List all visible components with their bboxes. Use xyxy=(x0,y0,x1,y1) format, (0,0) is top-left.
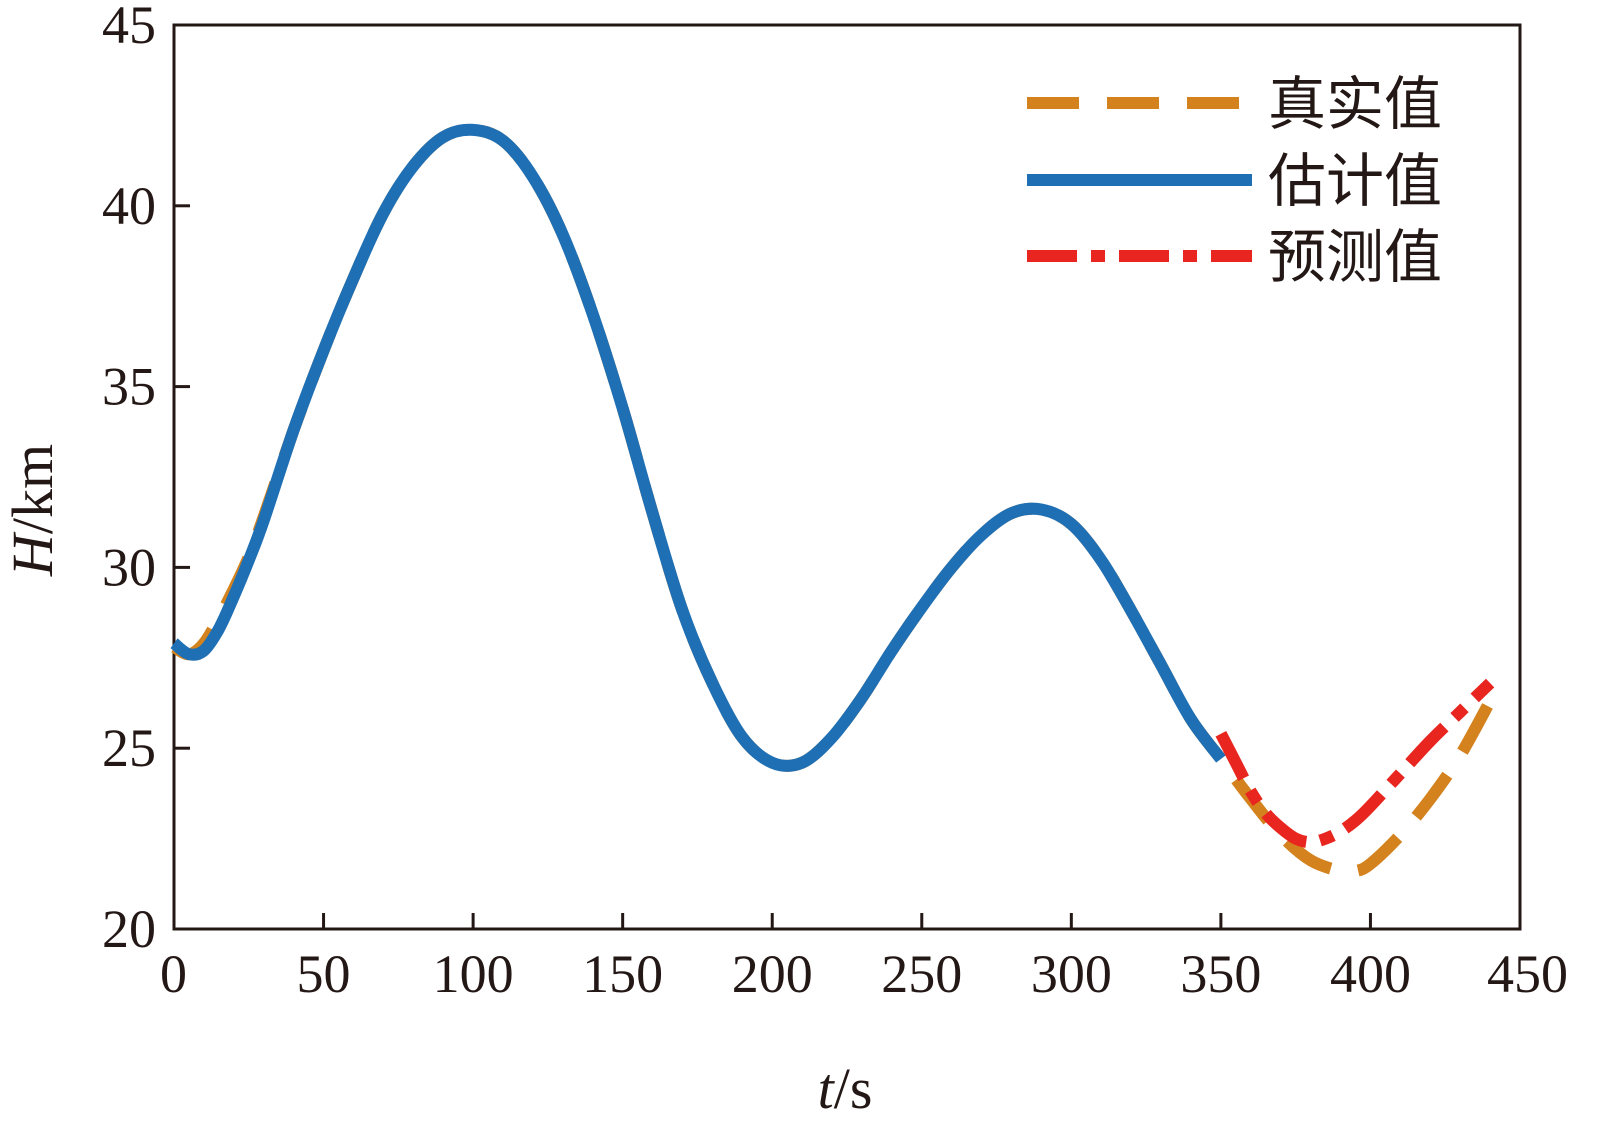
legend-label-predict: 预测值 xyxy=(1268,223,1442,291)
plot-frame xyxy=(172,23,1522,931)
y-tick-label: 30 xyxy=(102,537,156,597)
y-tick-label: 20 xyxy=(102,899,156,959)
axis-ticks xyxy=(172,23,1522,931)
y-axis-label-unit: /km xyxy=(0,444,65,534)
x-tick-label: 400 xyxy=(1330,944,1411,1004)
x-tick-label: 200 xyxy=(732,944,813,1004)
x-tick-label: 250 xyxy=(881,944,962,1004)
tick-labels: 0 50 100 150 200 250 300 350 400 450 20 25 30 35 40 45 xyxy=(102,0,1568,1004)
series-group xyxy=(170,123,1496,879)
x-tick-label: 0 xyxy=(160,944,187,1004)
y-tick-label: 25 xyxy=(102,718,156,778)
legend: 真实值 估计值 预测值 xyxy=(1027,70,1442,291)
x-tick-label: 100 xyxy=(433,944,514,1004)
y-tick-label: 35 xyxy=(102,357,156,417)
series-line-1 xyxy=(170,123,1226,772)
legend-label-true: 真实值 xyxy=(1268,70,1442,138)
x-axis-label-var: t xyxy=(818,1056,836,1121)
x-tick-label: 350 xyxy=(1180,944,1261,1004)
y-axis-label-var: H xyxy=(0,531,65,577)
x-tick-label: 50 xyxy=(297,944,351,1004)
x-tick-label: 300 xyxy=(1031,944,1112,1004)
x-tick-label: 450 xyxy=(1487,944,1568,1004)
y-tick-label: 45 xyxy=(102,0,156,55)
y-axis-label: H/km xyxy=(0,444,65,577)
series-line-2 xyxy=(1215,678,1495,849)
legend-label-estimate: 估计值 xyxy=(1268,147,1442,215)
x-tick-label: 150 xyxy=(582,944,663,1004)
x-axis-label-unit: /s xyxy=(834,1056,873,1121)
y-tick-label: 40 xyxy=(102,176,156,236)
x-axis-label: t/s xyxy=(818,1056,873,1121)
